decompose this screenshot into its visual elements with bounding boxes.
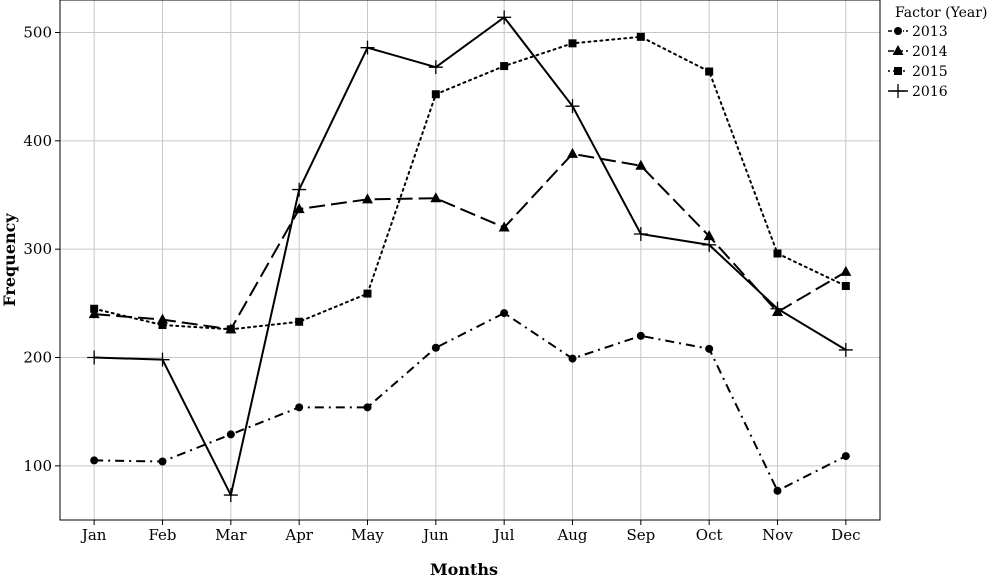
- data-point-2016: [770, 301, 785, 316]
- data-point-2015: [500, 62, 509, 71]
- data-point-2013: [295, 403, 304, 412]
- data-point-2014: [362, 193, 373, 204]
- x-axis-title: Months: [430, 560, 498, 579]
- series-2016: [87, 10, 853, 503]
- data-point-2016: [292, 182, 307, 197]
- data-point-2016: [838, 342, 853, 357]
- legend-label: 2014: [912, 44, 948, 60]
- data-point-2013: [363, 403, 372, 412]
- y-tick-label: 400: [23, 132, 52, 150]
- legend-marker: [892, 45, 904, 55]
- legend-marker: [894, 27, 902, 35]
- data-point-2013: [500, 309, 509, 318]
- data-point-2016: [87, 350, 102, 365]
- x-tick-label: Jun: [421, 526, 449, 544]
- legend-label: 2015: [912, 64, 948, 80]
- data-point-2015: [363, 289, 372, 298]
- y-tick-label: 300: [23, 240, 52, 258]
- data-point-2014: [498, 221, 510, 232]
- data-point-2015: [636, 32, 645, 41]
- data-point-2014: [840, 265, 852, 276]
- x-tick-label: Feb: [148, 526, 176, 544]
- series-2014: [88, 147, 852, 334]
- data-point-2014: [703, 230, 715, 241]
- data-point-2016: [223, 488, 238, 503]
- data-point-2016: [155, 352, 170, 367]
- data-point-2014: [430, 192, 442, 203]
- legend-item-2016: 2016: [888, 84, 948, 100]
- x-tick-label: Apr: [284, 526, 313, 544]
- x-axis-ticks: Jan Feb Mar Apr May Jun Jul Aug Sep Oct Nov Dec: [80, 520, 860, 544]
- legend-item-2014: 2014: [888, 44, 948, 60]
- data-point-2015: [90, 304, 99, 313]
- data-point-2016: [497, 10, 512, 25]
- data-point-2015: [568, 39, 577, 48]
- x-tick-label: Sep: [626, 526, 655, 544]
- plot-frame: [59, 0, 881, 521]
- data-point-2014: [635, 159, 647, 170]
- y-tick-label: 200: [23, 349, 52, 367]
- series-line-2015: [93, 35, 847, 331]
- legend-label: 2016: [912, 84, 948, 100]
- data-point-2015: [773, 249, 782, 258]
- y-tick-label: 500: [23, 24, 52, 42]
- data-point-2013: [568, 354, 577, 363]
- data-point-2016: [360, 40, 375, 55]
- data-point-2016: [702, 237, 717, 252]
- x-tick-label: May: [351, 526, 384, 544]
- legend-marker: [894, 67, 902, 75]
- x-tick-label: Nov: [762, 526, 793, 544]
- data-point-2014: [567, 147, 578, 158]
- data-point-2016: [633, 227, 648, 241]
- legend-marker: [891, 84, 905, 98]
- data-point-2013: [705, 344, 714, 353]
- y-tick-label: 100: [23, 457, 52, 475]
- data-point-2015: [295, 317, 304, 326]
- x-tick-label: Mar: [215, 526, 247, 544]
- x-tick-label: Jul: [492, 526, 515, 544]
- data-point-2015: [705, 67, 714, 76]
- series-line-2014: [94, 152, 847, 331]
- data-point-2015: [158, 321, 167, 329]
- series-line-2016: [94, 15, 847, 499]
- x-tick-label: Aug: [556, 526, 587, 544]
- data-point-2015: [431, 90, 440, 99]
- x-tick-label: Jan: [80, 526, 107, 544]
- data-point-2016: [565, 99, 580, 114]
- data-point-2013: [158, 457, 167, 466]
- grid: [60, 0, 880, 520]
- y-axis-title: Frequency: [0, 213, 19, 307]
- data-point-2013: [636, 331, 645, 340]
- series-line-2013: [94, 311, 847, 493]
- data-point-2013: [226, 430, 235, 439]
- data-point-2013: [841, 452, 850, 461]
- legend-label: 2013: [912, 24, 948, 40]
- legend-item-2015: 2015: [888, 64, 948, 80]
- data-point-2013: [431, 343, 440, 352]
- legend-item-2013: 2013: [888, 24, 948, 40]
- data-point-2016: [428, 60, 443, 75]
- data-point-2013: [90, 456, 99, 465]
- x-tick-label: Oct: [696, 526, 723, 544]
- data-point-2015: [841, 282, 850, 290]
- data-point-2014: [293, 203, 305, 214]
- series-2015: [90, 32, 850, 334]
- y-axis-ticks: 100 200 300 400 500: [23, 24, 60, 475]
- data-point-2013: [773, 486, 782, 495]
- legend: Factor (Year) 2013 2014 2015 2016: [888, 5, 987, 100]
- x-tick-label: Dec: [831, 526, 860, 544]
- legend-title: Factor (Year): [895, 5, 987, 21]
- data-point-2015: [226, 325, 235, 334]
- series-group: [87, 10, 853, 503]
- series-2013: [90, 309, 850, 495]
- data-point-2014: [88, 308, 100, 319]
